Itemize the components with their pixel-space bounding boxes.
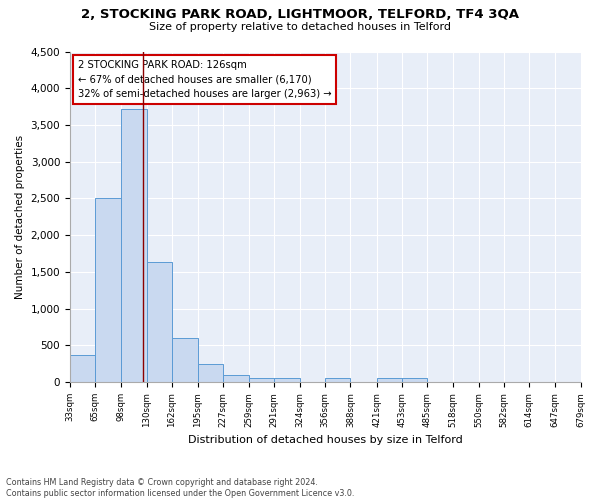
Bar	[121, 109, 146, 382]
Bar	[70, 355, 95, 382]
Bar	[172, 338, 198, 382]
Bar	[95, 198, 121, 382]
Y-axis label: Number of detached properties: Number of detached properties	[15, 134, 25, 299]
Text: 2 STOCKING PARK ROAD: 126sqm
← 67% of detached houses are smaller (6,170)
32% of: 2 STOCKING PARK ROAD: 126sqm ← 67% of de…	[77, 60, 331, 100]
Bar	[248, 378, 274, 382]
Text: Size of property relative to detached houses in Telford: Size of property relative to detached ho…	[149, 22, 451, 32]
Bar	[198, 364, 223, 382]
Bar	[274, 378, 300, 382]
Text: 2, STOCKING PARK ROAD, LIGHTMOOR, TELFORD, TF4 3QA: 2, STOCKING PARK ROAD, LIGHTMOOR, TELFOR…	[81, 8, 519, 20]
Bar	[146, 262, 172, 382]
Text: Contains HM Land Registry data © Crown copyright and database right 2024.
Contai: Contains HM Land Registry data © Crown c…	[6, 478, 355, 498]
Bar	[377, 378, 402, 382]
Bar	[402, 378, 427, 382]
Bar	[325, 378, 350, 382]
Bar	[223, 374, 248, 382]
X-axis label: Distribution of detached houses by size in Telford: Distribution of detached houses by size …	[188, 435, 463, 445]
